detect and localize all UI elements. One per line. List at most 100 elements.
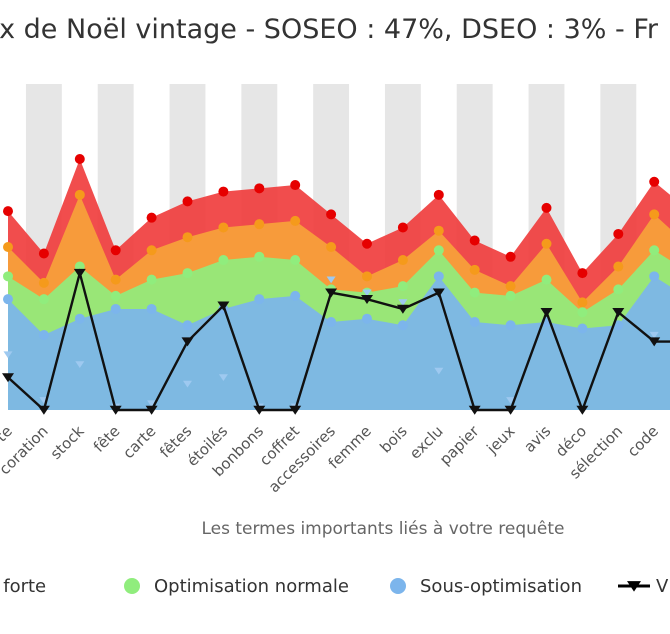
data-point bbox=[649, 209, 660, 220]
x-axis-title: Les termes importants liés à votre requê… bbox=[201, 519, 564, 539]
data-point bbox=[541, 238, 552, 249]
series-area-sous-optimisation bbox=[8, 276, 670, 410]
data-point bbox=[145, 405, 158, 415]
legend-item[interactable]: ation forte bbox=[0, 576, 46, 597]
legend-label: Optimisation normale bbox=[154, 576, 349, 597]
data-point bbox=[38, 248, 49, 259]
data-point bbox=[3, 351, 13, 359]
data-point bbox=[649, 245, 660, 256]
data-point bbox=[326, 209, 337, 220]
data-point bbox=[2, 373, 14, 383]
data-point bbox=[362, 238, 372, 249]
data-point bbox=[218, 186, 229, 197]
data-point bbox=[613, 228, 624, 239]
data-point bbox=[110, 290, 121, 301]
data-point bbox=[254, 251, 265, 262]
data-point bbox=[506, 397, 516, 404]
x-tick-label: carte bbox=[119, 422, 159, 462]
data-point bbox=[325, 288, 338, 298]
plot-markers bbox=[2, 153, 670, 415]
x-tick-label: bois bbox=[376, 422, 411, 457]
data-point bbox=[38, 330, 49, 341]
data-point bbox=[254, 294, 265, 305]
data-point bbox=[74, 313, 85, 324]
data-point bbox=[434, 367, 444, 375]
data-point bbox=[362, 271, 372, 282]
data-point bbox=[74, 189, 85, 200]
data-point bbox=[182, 268, 193, 279]
data-point bbox=[469, 287, 480, 298]
data-point bbox=[182, 196, 193, 207]
legend-item[interactable]: Sous-optimisation bbox=[390, 576, 582, 597]
data-point bbox=[326, 316, 337, 327]
data-point bbox=[649, 331, 659, 339]
data-point bbox=[147, 400, 157, 408]
data-point bbox=[109, 405, 122, 415]
data-point bbox=[362, 313, 372, 324]
legend-marker bbox=[390, 578, 406, 594]
data-point bbox=[396, 304, 409, 314]
data-point bbox=[254, 219, 265, 230]
data-point bbox=[146, 245, 157, 256]
data-point bbox=[433, 271, 444, 282]
data-point bbox=[146, 212, 157, 223]
data-point bbox=[181, 337, 194, 347]
data-point bbox=[433, 225, 444, 236]
data-point bbox=[432, 288, 445, 298]
data-point bbox=[73, 268, 86, 278]
series-line bbox=[7, 268, 670, 414]
data-point bbox=[504, 405, 517, 415]
data-point bbox=[289, 405, 302, 415]
data-point bbox=[290, 180, 301, 191]
data-point bbox=[505, 251, 516, 262]
data-point bbox=[577, 297, 588, 308]
data-point bbox=[110, 245, 121, 256]
data-point bbox=[75, 361, 85, 368]
legend-label: V bbox=[656, 576, 669, 597]
data-point bbox=[361, 294, 373, 304]
legend-marker bbox=[627, 581, 641, 592]
data-point bbox=[362, 289, 372, 297]
data-point bbox=[146, 303, 157, 314]
data-point bbox=[183, 380, 192, 388]
data-point bbox=[38, 277, 49, 288]
data-point bbox=[577, 268, 588, 279]
data-point bbox=[38, 294, 49, 305]
legend-item[interactable]: V bbox=[618, 576, 669, 597]
data-point bbox=[540, 308, 553, 317]
data-point bbox=[648, 337, 661, 347]
data-point bbox=[612, 308, 625, 317]
x-tick-label: te bbox=[0, 422, 16, 445]
data-point bbox=[541, 202, 552, 213]
legend-item[interactable]: Optimisation normale bbox=[124, 576, 349, 597]
data-point bbox=[3, 242, 13, 252]
data-point bbox=[649, 271, 660, 282]
data-point bbox=[398, 299, 408, 307]
x-tick-label: pho bbox=[665, 422, 670, 455]
data-point bbox=[649, 176, 660, 187]
x-tick-label: code bbox=[624, 422, 662, 460]
x-tick-label: stock bbox=[47, 422, 88, 463]
legend-label: ation forte bbox=[0, 576, 46, 597]
x-tick-label: jeux bbox=[483, 422, 519, 458]
data-point bbox=[217, 301, 230, 311]
data-point bbox=[290, 290, 301, 301]
data-point bbox=[576, 405, 589, 415]
data-point bbox=[397, 255, 408, 266]
data-point bbox=[468, 405, 481, 415]
data-point bbox=[577, 323, 588, 334]
data-point bbox=[397, 222, 408, 233]
data-point bbox=[505, 281, 516, 292]
data-point bbox=[253, 405, 266, 415]
legend-label: Sous-optimisation bbox=[420, 576, 582, 597]
data-point bbox=[74, 153, 85, 164]
data-point bbox=[613, 320, 624, 331]
data-point bbox=[505, 320, 516, 331]
data-point bbox=[254, 183, 265, 194]
data-point bbox=[469, 235, 480, 246]
data-point bbox=[3, 294, 13, 305]
data-point bbox=[110, 274, 121, 285]
x-tick-label: avis bbox=[520, 422, 554, 456]
data-point bbox=[37, 405, 50, 415]
